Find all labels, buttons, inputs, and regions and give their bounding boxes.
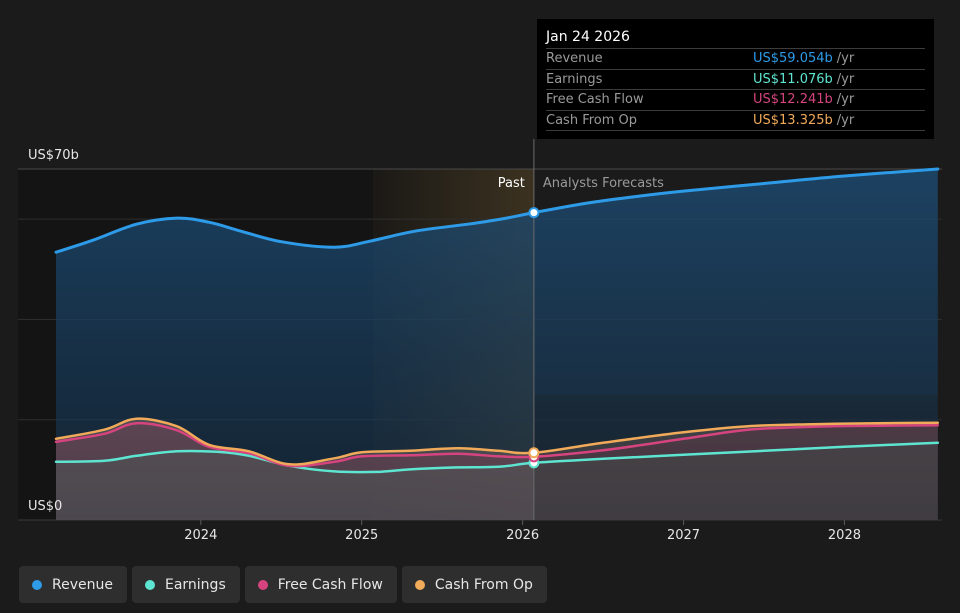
series-lines xyxy=(54,167,940,474)
tooltip-row-unit: /yr xyxy=(836,92,855,108)
cash-from-op-dot-icon xyxy=(414,579,425,590)
legend-label: Free Cash Flow xyxy=(277,576,383,593)
x-tick-label: 2025 xyxy=(345,528,378,543)
cash-from-op-marker xyxy=(528,447,540,459)
tooltip-row-value: US$11.076b xyxy=(753,71,833,87)
tooltip-row-cash-from-op: Cash From Op US$13.325b/yr xyxy=(546,109,925,131)
x-tick-label: 2028 xyxy=(828,528,861,543)
free-cash-flow-line xyxy=(54,421,940,468)
tooltip-row-unit: /yr xyxy=(836,51,855,67)
tooltip-row-name: Earnings xyxy=(546,71,603,87)
forecast-label: Analysts Forecasts xyxy=(543,176,664,191)
tooltip-row-unit: /yr xyxy=(836,71,855,87)
chart-canvas: Past Analysts Forecasts US$70b US$0 2024… xyxy=(18,139,942,543)
tooltip-markers xyxy=(528,207,540,469)
tooltip-row-value: US$13.325b xyxy=(753,112,833,128)
cash-from-op-line xyxy=(54,417,940,466)
tooltip-row-earnings: Earnings US$11.076b/yr xyxy=(546,68,925,90)
y-axis-bottom-label: US$0 xyxy=(28,499,62,514)
tooltip-row-value: US$12.241b xyxy=(753,92,833,108)
free-cash-flow-dot-icon xyxy=(257,579,268,590)
cash-from-op-area xyxy=(56,418,938,520)
tooltip: Jan 24 2026 Revenue US$59.054b/yr Earnin… xyxy=(537,19,934,139)
revenue-dot-icon xyxy=(32,579,42,590)
tooltip-row-free-cash-flow: Free Cash Flow US$12.241b/yr xyxy=(546,89,925,110)
earnings-line xyxy=(54,441,940,474)
tooltip-row-name: Revenue xyxy=(546,51,603,67)
legend-label: Earnings xyxy=(164,576,226,593)
revenue-marker xyxy=(528,207,540,219)
x-axis-ticks: 2024 2025 2026 2027 2028 xyxy=(184,520,861,543)
legend-item-free-cash-flow[interactable]: Free Cash Flow xyxy=(244,566,397,603)
tooltip-row-name: Free Cash Flow xyxy=(546,92,644,108)
x-tick-label: 2024 xyxy=(184,528,217,543)
legend-item-revenue[interactable]: Revenue xyxy=(19,566,127,603)
series-areas xyxy=(56,169,941,520)
free-cash-flow-area xyxy=(56,423,938,520)
legend: Revenue Earnings Free Cash Flow Cash Fro… xyxy=(19,566,547,603)
forecast-dim xyxy=(533,394,941,520)
tooltip-bottom-rule xyxy=(546,130,925,131)
tooltip-row-name: Cash From Op xyxy=(546,112,638,128)
tooltip-row-value: US$59.054b xyxy=(753,51,833,67)
y-axis-top-label: US$70b xyxy=(28,148,79,163)
earnings-area xyxy=(56,442,938,520)
x-tick-label: 2026 xyxy=(506,528,539,543)
legend-item-earnings[interactable]: Earnings xyxy=(131,566,240,603)
x-tick-label: 2027 xyxy=(667,528,700,543)
revenue-line xyxy=(54,167,940,254)
past-label: Past xyxy=(498,176,525,191)
tooltip-row-unit: /yr xyxy=(836,112,855,128)
tooltip-date: Jan 24 2026 xyxy=(546,29,630,45)
legend-item-cash-from-op[interactable]: Cash From Op xyxy=(401,566,547,603)
tooltip-row-revenue: Revenue US$59.054b/yr xyxy=(546,48,925,69)
legend-label: Cash From Op xyxy=(434,576,533,593)
legend-label: Revenue xyxy=(52,576,113,593)
earnings-dot-icon xyxy=(144,579,155,590)
